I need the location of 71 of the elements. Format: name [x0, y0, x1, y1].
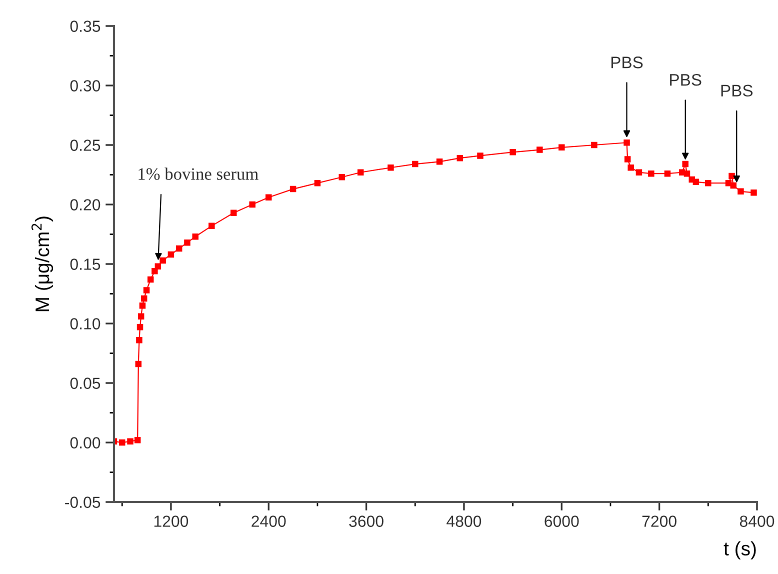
point	[134, 437, 141, 444]
point	[147, 276, 154, 283]
point	[118, 439, 126, 446]
point	[730, 182, 737, 189]
point	[208, 222, 215, 230]
annotation: PBS	[611, 56, 643, 68]
point	[154, 263, 162, 270]
point	[738, 188, 744, 195]
point	[135, 360, 142, 368]
point	[388, 164, 394, 171]
point	[648, 170, 654, 177]
y-tick-label: 0.30	[70, 80, 100, 92]
point	[127, 438, 134, 444]
y-tick-label: 0.05	[70, 378, 100, 389]
point	[477, 152, 484, 159]
x-tick-label: 2400	[252, 516, 286, 527]
point	[456, 154, 464, 162]
point	[436, 158, 443, 165]
x-tick-label: 7200	[642, 516, 676, 527]
point	[636, 169, 642, 176]
point	[705, 180, 712, 186]
y-tick-label: 0.20	[70, 199, 100, 210]
point	[136, 337, 142, 344]
point	[136, 324, 144, 330]
y-tick-label: 0.10	[70, 318, 100, 330]
point	[266, 194, 272, 200]
point	[536, 146, 543, 153]
point	[412, 160, 418, 168]
y-tick-label: 0.15	[70, 258, 100, 270]
point	[176, 245, 182, 252]
point	[152, 268, 158, 274]
point	[168, 251, 174, 258]
annotation: 1% bovine serum	[138, 168, 258, 180]
point	[314, 180, 321, 186]
point	[338, 174, 346, 180]
annotation: PBS	[721, 84, 753, 97]
y-tick-label: 0.00	[70, 437, 100, 448]
point	[692, 178, 700, 186]
y-tick-label: 0.25	[70, 140, 100, 151]
annotation: PBS	[670, 74, 702, 86]
x-tick-label: 1200	[154, 516, 188, 527]
point	[139, 302, 146, 309]
point	[230, 210, 237, 216]
point	[138, 313, 144, 320]
point	[728, 172, 735, 180]
point	[628, 164, 634, 171]
point	[510, 149, 516, 156]
y-tick-label: 0.35	[70, 20, 100, 32]
point	[684, 170, 690, 177]
point	[184, 239, 190, 246]
point	[160, 257, 166, 264]
point	[290, 186, 296, 192]
y-tick-label: -0.05	[65, 496, 100, 508]
point	[750, 189, 757, 196]
point	[664, 170, 671, 177]
point	[357, 169, 364, 176]
y-axis-title: M (μg/cm$^{2}$)	[31, 216, 54, 312]
point	[624, 156, 631, 162]
point	[558, 144, 565, 151]
x-axis-title: t (s)	[724, 541, 756, 560]
point	[591, 142, 598, 148]
point	[682, 160, 688, 168]
x-tick-label: 6000	[544, 516, 579, 527]
x-tick-label: 3600	[349, 516, 384, 527]
point	[140, 295, 148, 302]
point	[143, 287, 150, 294]
x-tick-label: 4800	[446, 516, 482, 527]
point	[192, 234, 198, 240]
x-tick-label: 8400	[740, 516, 774, 527]
point	[249, 201, 256, 208]
point	[624, 140, 630, 146]
